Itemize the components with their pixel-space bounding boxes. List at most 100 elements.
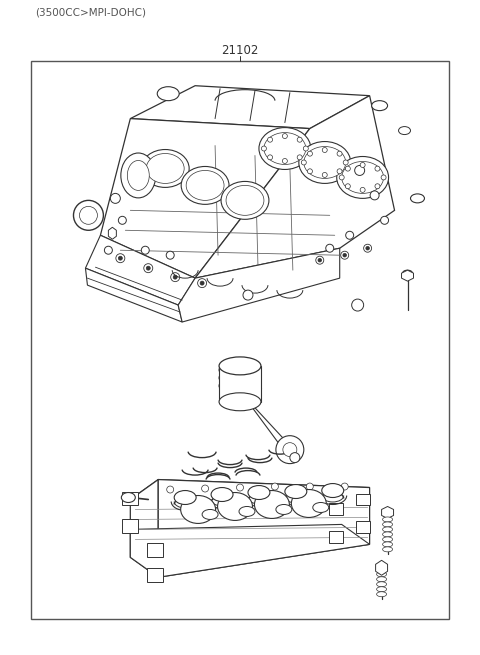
- Ellipse shape: [285, 485, 307, 498]
- Ellipse shape: [299, 141, 351, 183]
- Circle shape: [303, 146, 308, 151]
- Ellipse shape: [383, 542, 393, 547]
- Ellipse shape: [377, 572, 386, 577]
- Ellipse shape: [121, 153, 156, 198]
- Circle shape: [341, 483, 348, 490]
- Circle shape: [166, 252, 174, 259]
- Text: 21102: 21102: [221, 45, 259, 57]
- Polygon shape: [178, 248, 340, 322]
- Ellipse shape: [248, 485, 270, 500]
- Bar: [356, 521, 370, 533]
- Ellipse shape: [342, 162, 384, 193]
- Circle shape: [73, 200, 103, 231]
- Circle shape: [375, 166, 380, 171]
- Ellipse shape: [226, 185, 264, 215]
- Ellipse shape: [372, 101, 387, 111]
- Polygon shape: [85, 268, 182, 322]
- Circle shape: [352, 299, 364, 311]
- Circle shape: [326, 244, 334, 252]
- Circle shape: [144, 264, 153, 272]
- Polygon shape: [100, 119, 310, 278]
- Ellipse shape: [181, 166, 229, 204]
- Circle shape: [243, 290, 253, 300]
- Polygon shape: [158, 479, 370, 577]
- Polygon shape: [85, 235, 195, 305]
- Circle shape: [80, 206, 97, 224]
- Circle shape: [381, 216, 389, 224]
- Circle shape: [198, 278, 206, 288]
- Circle shape: [360, 187, 365, 193]
- Ellipse shape: [186, 170, 224, 200]
- Circle shape: [290, 453, 300, 462]
- Polygon shape: [248, 402, 292, 452]
- Circle shape: [341, 252, 348, 259]
- Circle shape: [171, 272, 180, 282]
- Polygon shape: [108, 227, 116, 239]
- Circle shape: [262, 146, 266, 151]
- Circle shape: [308, 151, 312, 156]
- Polygon shape: [376, 560, 387, 575]
- Ellipse shape: [202, 510, 218, 519]
- Circle shape: [283, 443, 297, 457]
- Ellipse shape: [146, 153, 184, 183]
- Circle shape: [267, 137, 273, 142]
- Circle shape: [173, 275, 177, 279]
- Ellipse shape: [254, 491, 289, 519]
- Circle shape: [297, 137, 302, 142]
- Ellipse shape: [377, 577, 386, 582]
- Ellipse shape: [383, 532, 393, 537]
- Ellipse shape: [383, 522, 393, 527]
- Circle shape: [345, 166, 350, 171]
- Circle shape: [237, 484, 243, 491]
- Bar: [329, 504, 343, 515]
- Circle shape: [322, 172, 327, 178]
- Ellipse shape: [157, 86, 179, 101]
- Circle shape: [337, 169, 342, 174]
- Circle shape: [381, 175, 386, 180]
- Circle shape: [282, 159, 288, 164]
- Circle shape: [167, 486, 174, 493]
- Circle shape: [364, 244, 372, 252]
- Polygon shape: [130, 525, 370, 577]
- Polygon shape: [219, 366, 261, 402]
- Polygon shape: [382, 506, 394, 519]
- Bar: [122, 519, 138, 533]
- Ellipse shape: [219, 361, 261, 379]
- Circle shape: [119, 216, 126, 224]
- Circle shape: [104, 246, 112, 254]
- Circle shape: [316, 256, 324, 264]
- Ellipse shape: [410, 194, 424, 203]
- Ellipse shape: [219, 377, 261, 395]
- Circle shape: [146, 266, 150, 270]
- Polygon shape: [130, 86, 370, 128]
- Ellipse shape: [259, 128, 311, 170]
- Bar: [147, 544, 163, 557]
- Circle shape: [343, 160, 348, 165]
- Ellipse shape: [121, 493, 135, 502]
- Bar: [122, 491, 138, 506]
- Circle shape: [119, 256, 122, 260]
- Ellipse shape: [336, 157, 389, 198]
- Ellipse shape: [398, 126, 410, 134]
- Circle shape: [308, 169, 312, 174]
- Ellipse shape: [291, 489, 326, 517]
- Circle shape: [343, 253, 347, 257]
- Polygon shape: [130, 479, 158, 577]
- Ellipse shape: [383, 527, 393, 532]
- Ellipse shape: [219, 369, 261, 387]
- Circle shape: [271, 483, 278, 490]
- Ellipse shape: [377, 587, 386, 591]
- Circle shape: [267, 155, 273, 160]
- Polygon shape: [130, 479, 370, 508]
- Circle shape: [322, 147, 327, 153]
- Bar: [329, 531, 343, 544]
- Circle shape: [360, 162, 365, 168]
- Ellipse shape: [383, 547, 393, 552]
- Polygon shape: [402, 270, 413, 281]
- Ellipse shape: [322, 483, 344, 498]
- Circle shape: [339, 175, 344, 180]
- Ellipse shape: [377, 582, 386, 587]
- Ellipse shape: [127, 160, 149, 191]
- Circle shape: [375, 184, 380, 189]
- Ellipse shape: [383, 517, 393, 522]
